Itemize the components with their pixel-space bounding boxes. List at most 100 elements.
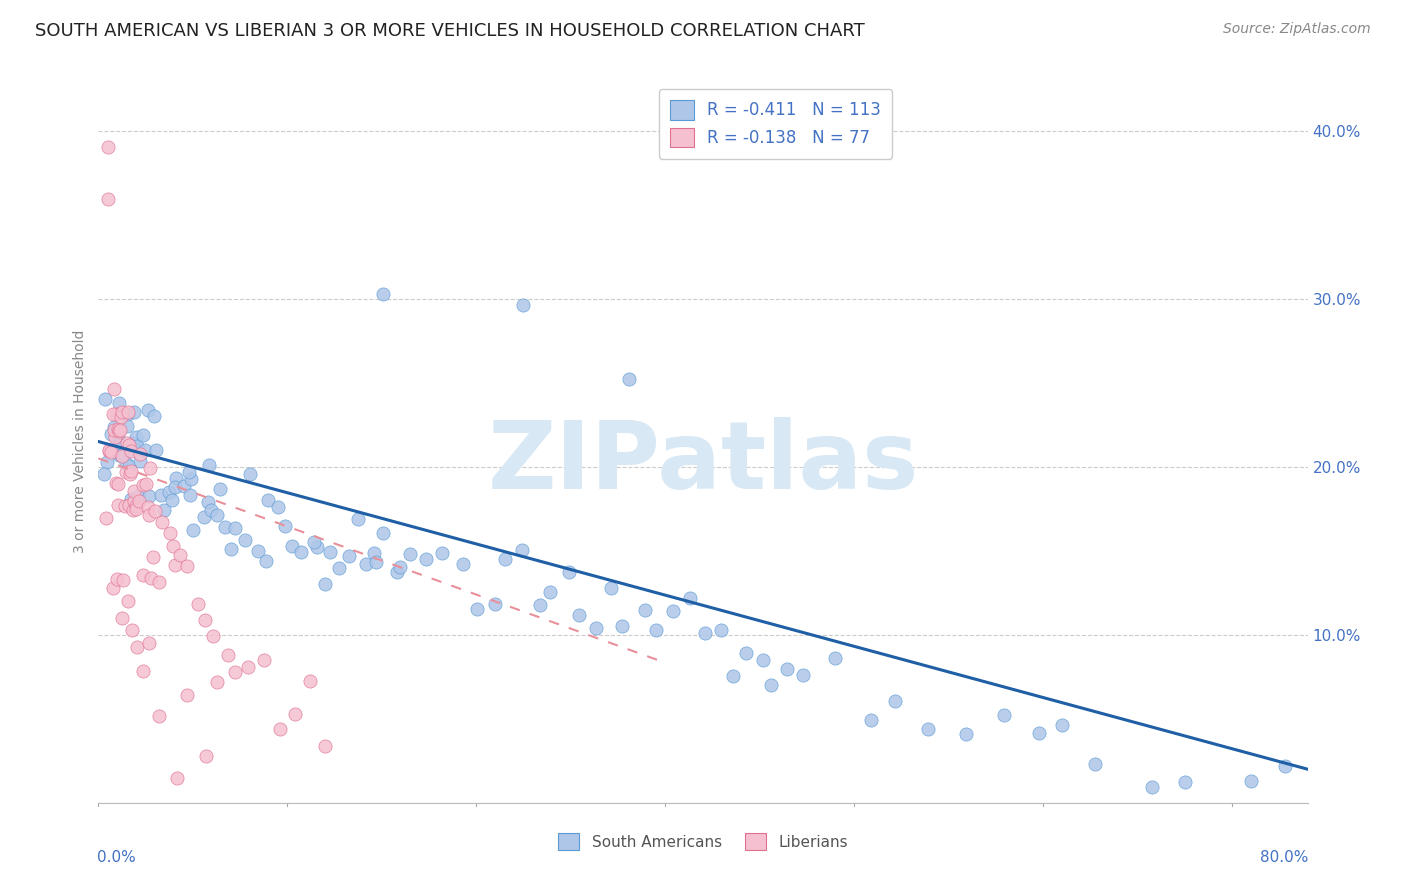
Point [1050,718,1073,732]
Point [662,604,685,618]
Point [125,430,148,444]
Point [187,597,209,611]
Point [679,591,702,605]
Point [142,409,165,424]
Point [993,708,1015,723]
Point [118,442,141,457]
Point [118,498,141,512]
Point [127,490,149,504]
Point [160,493,183,508]
Point [302,534,325,549]
Point [173,479,195,493]
Point [568,608,591,623]
Point [97,442,120,457]
Point [129,454,152,468]
Point [284,706,307,721]
Point [219,542,242,557]
Point [388,560,411,574]
Point [153,502,176,516]
Point [256,493,278,508]
Point [512,542,534,557]
Point [129,447,152,461]
Point [371,287,394,301]
Point [120,464,142,478]
Point [217,648,239,663]
Point [166,771,188,785]
Point [233,533,256,548]
Point [347,512,370,526]
Point [430,546,453,560]
Point [121,502,143,516]
Y-axis label: 3 or more Vehicles in Household: 3 or more Vehicles in Household [73,330,87,553]
Point [107,422,129,436]
Point [540,585,562,599]
Point [107,430,129,444]
Point [269,722,291,736]
Point [138,489,160,503]
Point [366,555,388,569]
Point [1240,774,1263,789]
Point [148,575,170,590]
Point [150,515,173,529]
Point [721,669,744,683]
Point [138,636,160,650]
Point [253,653,276,667]
Point [274,519,297,533]
Text: SOUTH AMERICAN VS LIBERIAN 3 OR MORE VEHICLES IN HOUSEHOLD CORRELATION CHART: SOUTH AMERICAN VS LIBERIAN 3 OR MORE VEH… [35,22,865,40]
Point [512,298,534,312]
Point [759,677,782,691]
Point [205,674,228,689]
Point [141,570,163,584]
Point [117,407,139,421]
Point [138,508,160,522]
Point [108,438,131,452]
Point [693,626,716,640]
Point [1028,726,1050,740]
Point [267,500,290,514]
Point [114,500,136,514]
Point [145,442,167,457]
Point [619,372,641,386]
Point [132,568,155,582]
Point [139,461,162,475]
Point [363,546,385,560]
Point [110,423,132,437]
Point [131,478,153,492]
Point [149,488,172,502]
Point [415,552,437,566]
Point [305,540,328,554]
Point [103,407,125,421]
Point [465,602,488,616]
Text: ZIPatlas: ZIPatlas [488,417,918,509]
Point [337,549,360,563]
Point [197,458,219,472]
Point [917,722,939,736]
Point [373,525,395,540]
Point [100,427,122,442]
Point [214,520,236,534]
Point [1174,775,1197,789]
Point [200,503,222,517]
Point [494,552,516,566]
Point [105,572,128,586]
Point [860,714,883,728]
Point [176,558,198,573]
Text: 0.0%: 0.0% [97,850,136,864]
Point [120,443,142,458]
Point [107,425,129,439]
Point [110,448,132,462]
Point [157,484,180,499]
Point [93,392,115,406]
Point [1084,756,1107,771]
Point [122,436,145,450]
Point [298,674,321,689]
Point [136,402,159,417]
Point [103,420,125,434]
Point [148,708,170,723]
Point [117,594,139,608]
Point [105,475,128,490]
Point [122,493,145,508]
Point [529,598,551,612]
Point [117,419,139,434]
Point [97,192,120,206]
